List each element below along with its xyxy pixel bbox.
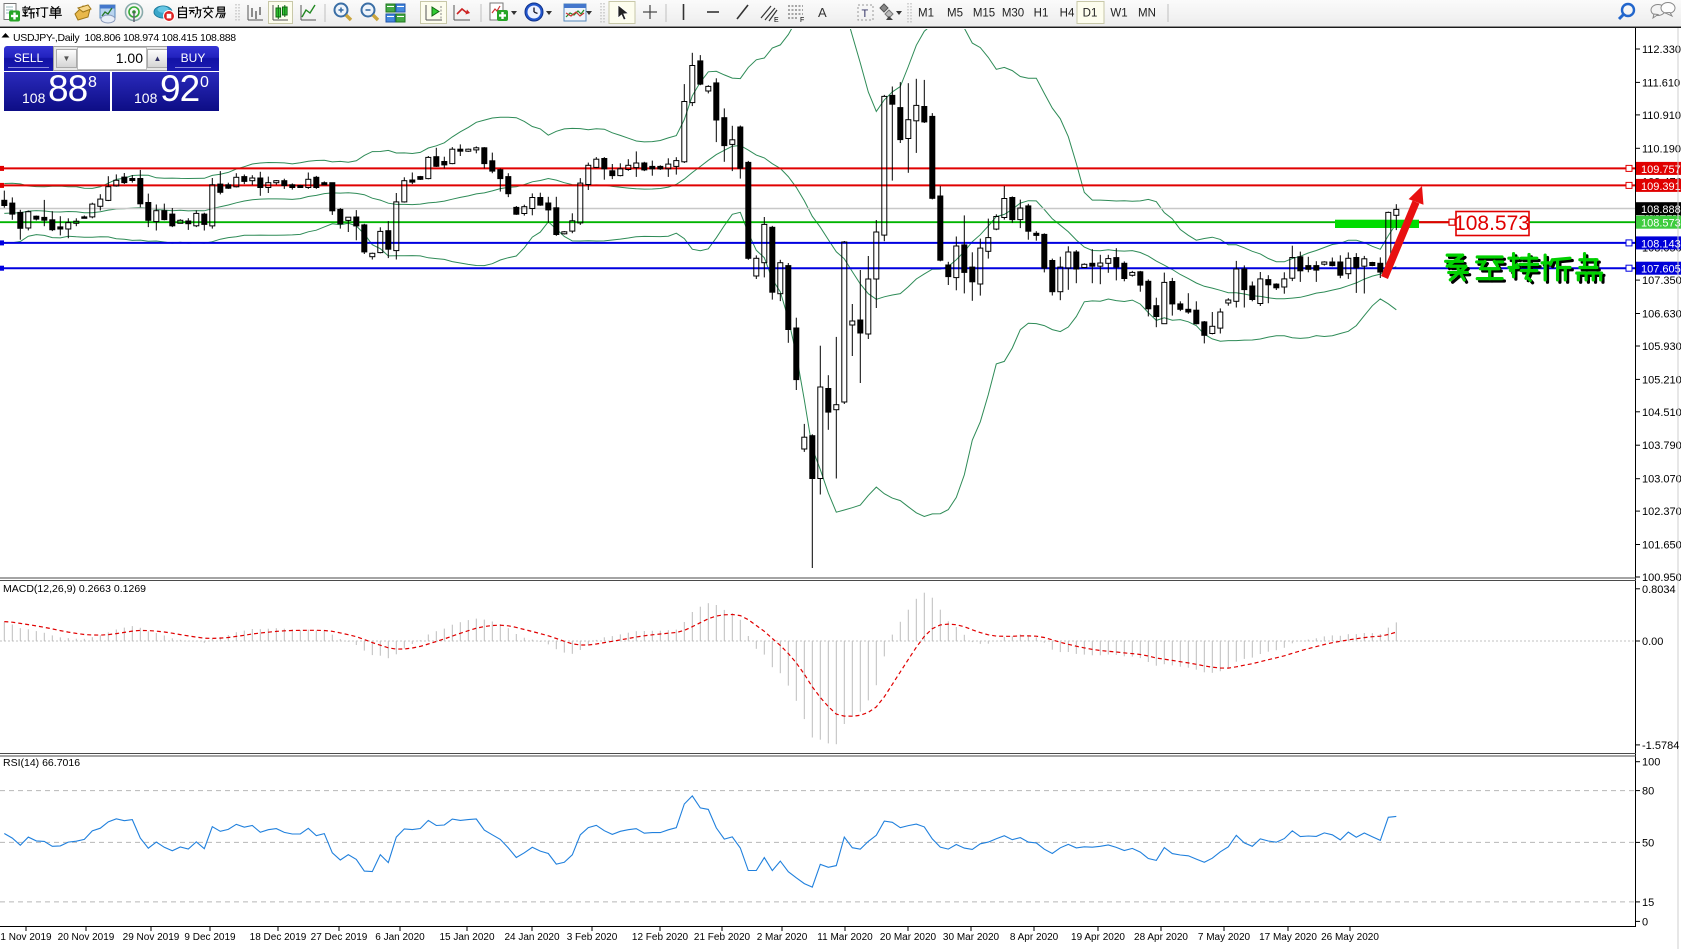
svg-text:USDJPY-,Daily 108.806 108.974: USDJPY-,Daily 108.806 108.974 108.415 10…: [13, 32, 236, 44]
svg-text:26 May 2020: 26 May 2020: [1321, 932, 1379, 943]
svg-text:107.350: 107.350: [1642, 275, 1681, 287]
svg-text:3 Feb 2020: 3 Feb 2020: [567, 932, 618, 943]
svg-text:6 Jan 2020: 6 Jan 2020: [375, 932, 425, 943]
svg-text:111.610: 111.610: [1642, 77, 1680, 89]
svg-text:15 Jan 2020: 15 Jan 2020: [439, 932, 494, 943]
svg-text:100: 100: [1642, 757, 1660, 769]
svg-text:7 May 2020: 7 May 2020: [1198, 932, 1251, 943]
svg-text:11 Mar 2020: 11 Mar 2020: [817, 932, 873, 943]
svg-text:50: 50: [1642, 837, 1654, 849]
svg-text:0.00: 0.00: [1642, 636, 1663, 648]
svg-text:105.210: 105.210: [1642, 374, 1681, 386]
svg-text:8 Apr 2020: 8 Apr 2020: [1010, 932, 1059, 943]
svg-text:H1: H1: [1034, 8, 1049, 20]
svg-text:2 Mar 2020: 2 Mar 2020: [757, 932, 808, 943]
svg-text:102.370: 102.370: [1642, 506, 1681, 518]
svg-text:28 Apr 2020: 28 Apr 2020: [1134, 932, 1188, 943]
svg-text:112.330: 112.330: [1642, 44, 1681, 56]
svg-text:103.070: 103.070: [1642, 474, 1681, 486]
svg-text:19 Apr 2020: 19 Apr 2020: [1071, 932, 1125, 943]
svg-text:F: F: [800, 17, 804, 24]
svg-text:20 Mar 2020: 20 Mar 2020: [880, 932, 937, 943]
svg-text:20 Nov 2019: 20 Nov 2019: [58, 932, 115, 943]
svg-text:109.391: 109.391: [1641, 181, 1681, 193]
svg-text:A: A: [818, 5, 827, 20]
svg-text:15: 15: [1642, 897, 1654, 909]
svg-text:12 Feb 2020: 12 Feb 2020: [632, 932, 689, 943]
svg-text:24 Jan 2020: 24 Jan 2020: [504, 932, 559, 943]
svg-text:108.573: 108.573: [1641, 218, 1681, 230]
svg-text:21 Feb 2020: 21 Feb 2020: [694, 932, 751, 943]
svg-text:W1: W1: [1110, 8, 1127, 20]
svg-text:29 Nov 2019: 29 Nov 2019: [123, 932, 180, 943]
svg-text:80: 80: [1642, 786, 1654, 798]
svg-text:110.910: 110.910: [1642, 110, 1681, 122]
svg-text:104.510: 104.510: [1642, 407, 1681, 419]
svg-text:105.930: 105.930: [1642, 341, 1681, 353]
svg-text:E: E: [774, 17, 779, 24]
svg-text:H4: H4: [1060, 8, 1075, 20]
svg-text:106.630: 106.630: [1642, 309, 1681, 321]
svg-text:1 Nov 2019: 1 Nov 2019: [0, 932, 52, 943]
svg-text:M5: M5: [947, 8, 963, 20]
svg-text:103.790: 103.790: [1642, 440, 1681, 452]
svg-text:110.190: 110.190: [1642, 143, 1681, 155]
svg-text:9 Dec 2019: 9 Dec 2019: [184, 932, 236, 943]
svg-text:M15: M15: [973, 8, 995, 20]
svg-text:0: 0: [1642, 916, 1648, 928]
svg-text:18 Dec 2019: 18 Dec 2019: [250, 932, 307, 943]
svg-text:MACD(12,26,9) 0.2663 0.1269: MACD(12,26,9) 0.2663 0.1269: [3, 583, 146, 595]
svg-text:27 Dec 2019: 27 Dec 2019: [311, 932, 368, 943]
svg-text:107.605: 107.605: [1641, 264, 1681, 276]
svg-text:RSI(14) 66.7016: RSI(14) 66.7016: [3, 757, 80, 769]
svg-text:30 Mar 2020: 30 Mar 2020: [943, 932, 1000, 943]
svg-text:108.143: 108.143: [1641, 238, 1681, 250]
svg-text:108.573: 108.573: [1454, 212, 1530, 235]
svg-text:T: T: [862, 8, 869, 20]
svg-text:MN: MN: [1138, 8, 1156, 20]
svg-text:D1: D1: [1083, 8, 1098, 20]
svg-text:M30: M30: [1002, 8, 1024, 20]
svg-text:M1: M1: [918, 8, 934, 20]
svg-text:100.950: 100.950: [1642, 572, 1681, 584]
svg-text:0.8034: 0.8034: [1642, 584, 1676, 596]
svg-text:17 May 2020: 17 May 2020: [1259, 932, 1317, 943]
svg-text:108.888: 108.888: [1641, 204, 1681, 216]
svg-text:101.650: 101.650: [1642, 540, 1681, 552]
svg-text:109.757: 109.757: [1641, 164, 1681, 176]
svg-text:-1.5784: -1.5784: [1642, 740, 1679, 752]
